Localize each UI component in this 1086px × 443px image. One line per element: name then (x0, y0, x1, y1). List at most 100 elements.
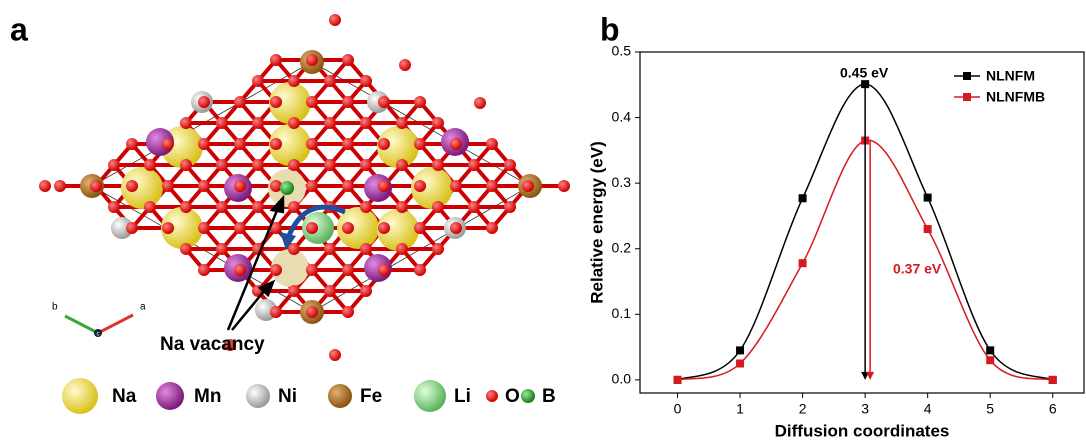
o-atom (486, 180, 498, 192)
o-atom (329, 14, 341, 26)
o-atom (324, 75, 336, 87)
data-point (924, 194, 932, 202)
data-point (924, 225, 932, 233)
crystal-structure (39, 14, 570, 361)
o-atom (108, 159, 120, 171)
legend-swatch (414, 380, 446, 412)
o-atom (360, 201, 372, 213)
o-atom (162, 222, 174, 234)
y-tick-label: 0.3 (612, 174, 632, 190)
o-atom (378, 264, 390, 276)
o-atom (126, 138, 138, 150)
o-atom (270, 96, 282, 108)
legend-label: B (542, 386, 556, 407)
o-atom (270, 306, 282, 318)
y-tick-label: 0.4 (612, 108, 632, 124)
x-tick-label: 5 (986, 401, 994, 417)
o-atom (504, 159, 516, 171)
o-atom (306, 306, 318, 318)
o-atom (216, 243, 228, 255)
o-atom (288, 159, 300, 171)
o-atom (180, 243, 192, 255)
o-atom (396, 117, 408, 129)
o-atom (324, 117, 336, 129)
o-atom (288, 117, 300, 129)
o-atom (234, 222, 246, 234)
o-atom (324, 285, 336, 297)
o-atom (378, 96, 390, 108)
o-atom (486, 222, 498, 234)
o-atom (216, 159, 228, 171)
axis-label: a (140, 302, 146, 313)
o-atom (342, 138, 354, 150)
o-atom (414, 96, 426, 108)
o-atom (468, 201, 480, 213)
o-atom (360, 243, 372, 255)
o-atom (306, 264, 318, 276)
y-tick-label: 0.2 (612, 239, 632, 255)
figure: a Na vacancy b a c NaMnNiFeLiOB b 0.00.1… (0, 0, 1086, 443)
o-atom (144, 201, 156, 213)
o-atom (342, 306, 354, 318)
o-atom (252, 75, 264, 87)
legend-swatch (156, 382, 184, 410)
o-atom (270, 264, 282, 276)
o-atom (288, 243, 300, 255)
data-point (799, 194, 807, 202)
o-atom (432, 117, 444, 129)
o-atom (162, 138, 174, 150)
data-point (799, 259, 807, 267)
o-atom (144, 159, 156, 171)
legend-swatch (521, 389, 535, 403)
legend-label: NLNFMB (986, 89, 1045, 105)
legend-label: Ni (278, 386, 297, 407)
o-atom (306, 54, 318, 66)
o-atom (234, 180, 246, 192)
legend-swatch (62, 378, 98, 414)
legend-label: O (505, 386, 520, 407)
o-atom (108, 201, 120, 213)
axis-triad: b a c (52, 302, 146, 338)
annotation: 0.45 eV (840, 65, 889, 81)
o-atom (360, 285, 372, 297)
o-atom (162, 180, 174, 192)
o-atom (360, 117, 372, 129)
b-axis (65, 316, 98, 333)
o-atom (450, 180, 462, 192)
o-atom (329, 349, 341, 361)
o-atom (252, 159, 264, 171)
data-point (986, 356, 994, 364)
o-atom (342, 180, 354, 192)
o-atom (198, 138, 210, 150)
panel-label: a (10, 11, 28, 47)
axis-label: b (52, 302, 58, 313)
data-point (736, 359, 744, 367)
y-tick-label: 0.5 (612, 43, 632, 59)
o-atom (396, 243, 408, 255)
o-atom (342, 264, 354, 276)
y-tick-label: 0.1 (612, 305, 632, 321)
o-atom (39, 180, 51, 192)
legend-label: Na (112, 386, 137, 407)
barrier-arrowhead (866, 372, 874, 380)
vacancy-label: Na vacancy (160, 334, 265, 355)
o-atom (180, 117, 192, 129)
o-atom (288, 285, 300, 297)
legend-label: Mn (194, 386, 221, 407)
o-atom (306, 222, 318, 234)
legend-marker (963, 93, 971, 101)
o-atom (414, 180, 426, 192)
data-point (736, 346, 744, 354)
x-tick-label: 2 (799, 401, 807, 417)
o-atom (234, 96, 246, 108)
legend-swatch (328, 384, 352, 408)
o-atom (486, 138, 498, 150)
o-atom (342, 96, 354, 108)
o-atom (198, 96, 210, 108)
o-atom (396, 201, 408, 213)
o-atom (288, 75, 300, 87)
o-atom (450, 222, 462, 234)
o-atom (378, 180, 390, 192)
